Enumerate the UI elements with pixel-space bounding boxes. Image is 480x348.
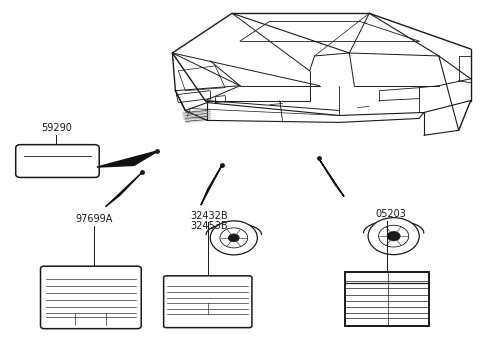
- FancyBboxPatch shape: [16, 145, 99, 177]
- FancyBboxPatch shape: [40, 266, 141, 329]
- Circle shape: [387, 231, 400, 241]
- Circle shape: [228, 234, 240, 242]
- Circle shape: [210, 221, 257, 255]
- Text: 59290: 59290: [41, 123, 72, 133]
- Polygon shape: [201, 165, 222, 205]
- FancyBboxPatch shape: [164, 276, 252, 327]
- Circle shape: [368, 218, 419, 255]
- Text: 32432B: 32432B: [190, 211, 228, 221]
- Polygon shape: [97, 151, 159, 167]
- Polygon shape: [106, 172, 142, 207]
- Bar: [345, 272, 429, 326]
- Text: 32453B: 32453B: [190, 221, 228, 231]
- Polygon shape: [182, 109, 210, 122]
- Polygon shape: [319, 158, 344, 196]
- Text: 05203: 05203: [375, 209, 406, 219]
- Text: 97699A: 97699A: [76, 214, 113, 224]
